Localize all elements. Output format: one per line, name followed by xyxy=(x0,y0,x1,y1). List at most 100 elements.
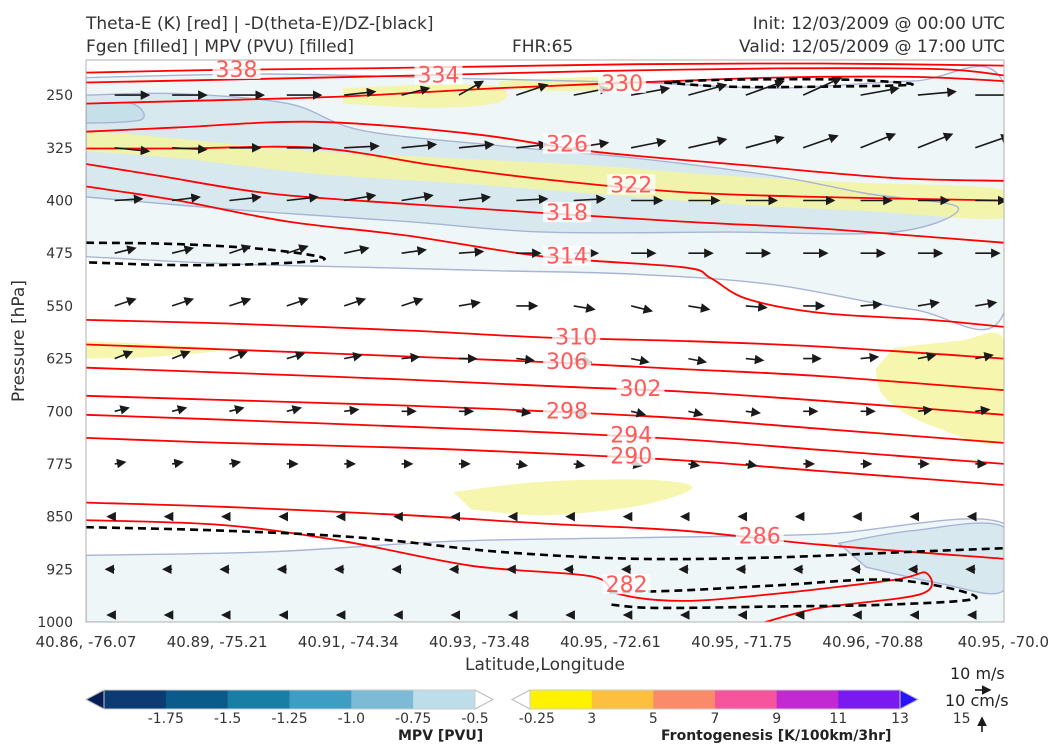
mpv-colorbar-tick: -0.75 xyxy=(395,711,431,727)
theta-e-label: 298 xyxy=(546,399,588,424)
chart-title-line2: Fgen [filled] | MPV (PVU) [filled] xyxy=(86,37,355,57)
stability-contour xyxy=(664,77,914,89)
theta-e-label-bg xyxy=(607,445,656,466)
theta-e-label-bg xyxy=(543,400,591,421)
fgen-colorbar-tick: 11 xyxy=(829,711,847,727)
theta-e-label-bg xyxy=(543,245,591,266)
wind-vector xyxy=(401,140,438,150)
mpv-colorbar-tick: -0.5 xyxy=(461,711,488,727)
wind-vector xyxy=(114,145,151,156)
wind-vector xyxy=(860,300,883,310)
wind-vector xyxy=(171,245,195,255)
theta-e-label-bg xyxy=(543,351,591,372)
wind-vector xyxy=(745,79,785,96)
wind-vector xyxy=(229,244,252,254)
fgen-colorbar-tick: 5 xyxy=(649,711,658,727)
wind-vector xyxy=(344,352,363,362)
wind-vector xyxy=(114,458,127,469)
wind-vector xyxy=(344,405,360,416)
theta-e-label-bg xyxy=(607,174,656,195)
mpv-outline xyxy=(86,92,960,235)
wind-vector xyxy=(229,193,262,203)
wind-vector xyxy=(458,80,485,96)
wind-vector xyxy=(573,459,586,470)
mpv-region xyxy=(838,523,1004,594)
wind-vector xyxy=(630,304,654,314)
mpv-colorbar-tick: -0.25 xyxy=(519,711,555,727)
wind-vector xyxy=(802,77,843,96)
y-axis-label: Pressure [hPa] xyxy=(9,280,29,402)
fgen-colorbar-frame xyxy=(529,689,901,710)
wind-vector xyxy=(630,408,647,418)
theta-e-contour xyxy=(86,501,1004,560)
y-tick-label: 1000 xyxy=(37,615,73,631)
wind-vector xyxy=(172,193,201,203)
wind-vector xyxy=(516,407,532,417)
theta-e-contour xyxy=(86,366,1004,416)
mpv-colorbar-segment xyxy=(165,690,229,709)
theta-e-label: 330 xyxy=(601,72,643,97)
wind-vector xyxy=(229,458,242,469)
wind-vector xyxy=(975,299,998,309)
theta-e-label: 286 xyxy=(739,524,781,549)
theta-e-label: 302 xyxy=(619,377,661,402)
wind-vector xyxy=(516,459,529,470)
wind-vector xyxy=(171,350,191,360)
y-tick-label: 700 xyxy=(46,404,73,420)
wind-vector xyxy=(229,405,245,415)
mpv-colorbar-segment xyxy=(227,690,290,709)
fgen-colorbar-segment xyxy=(591,690,654,709)
theta-e-label: 282 xyxy=(606,573,648,598)
forecast-hour: FHR:65 xyxy=(512,37,574,57)
fgen-region xyxy=(875,332,1004,445)
wind-vector xyxy=(344,141,380,152)
mpv-colorbar-tick: -1.5 xyxy=(214,711,241,727)
theta-e-label-bg xyxy=(543,133,591,154)
init-time: Init: 12/03/2009 @ 00:00 UTC xyxy=(752,14,1005,34)
y-tick-label: 250 xyxy=(46,88,73,104)
mpv-colorbar-tick: -1.25 xyxy=(271,711,307,727)
wind-vector xyxy=(114,245,137,255)
mpv-outline xyxy=(86,65,1004,331)
mpv-colorbar-segment xyxy=(351,690,414,709)
wind-vector xyxy=(860,85,900,96)
wind-vector xyxy=(630,137,667,149)
wind-vector xyxy=(745,407,761,417)
y-tick-label: 775 xyxy=(46,457,73,473)
theta-e-label: 314 xyxy=(546,245,588,270)
theta-e-contour xyxy=(86,67,1004,84)
y-tick-label: 625 xyxy=(46,352,73,368)
x-tick-label: 40.95, -71.75 xyxy=(691,633,792,651)
theta-e-label-bg xyxy=(616,377,665,398)
fgen-colorbar-title: Frontogenesis [K/100km/3hr] xyxy=(661,728,892,744)
mpv-colorbar-extend-right xyxy=(474,689,495,710)
wind-vector xyxy=(745,459,758,470)
fgen-colorbar-segment xyxy=(776,690,839,709)
wind-vector xyxy=(401,297,424,307)
theta-e-label: 334 xyxy=(417,63,459,88)
wind-vector xyxy=(172,144,208,154)
wind-vector xyxy=(860,352,880,363)
theta-e-contour xyxy=(86,413,1004,465)
fgen-colorbar-tick: 15 xyxy=(953,711,971,727)
wind-vector xyxy=(171,458,184,469)
theta-e-label-bg xyxy=(607,424,656,445)
fgen-colorbar-tick: 3 xyxy=(587,711,596,727)
valid-time: Valid: 12/05/2009 @ 17:00 UTC xyxy=(739,37,1005,57)
stability-contour xyxy=(86,241,327,267)
x-tick-label: 40.95, -70.0 xyxy=(958,633,1049,651)
mpv-colorbar-tick: -1.75 xyxy=(148,711,184,727)
wind-vector xyxy=(917,132,954,149)
theta-e-label: 322 xyxy=(610,173,652,198)
x-tick-label: 40.89, -75.21 xyxy=(167,633,268,651)
mpv-outline xyxy=(86,518,1004,622)
wind-vector xyxy=(286,351,306,361)
wind-vector xyxy=(458,299,481,309)
wind-vector xyxy=(975,352,994,362)
wind-vector xyxy=(343,297,367,307)
wind-vector xyxy=(573,194,606,205)
theta-e-label: 310 xyxy=(555,326,597,351)
fgen-region xyxy=(86,341,224,359)
mpv-colorbar-extend-left xyxy=(84,689,105,710)
theta-e-label: 306 xyxy=(546,350,588,375)
